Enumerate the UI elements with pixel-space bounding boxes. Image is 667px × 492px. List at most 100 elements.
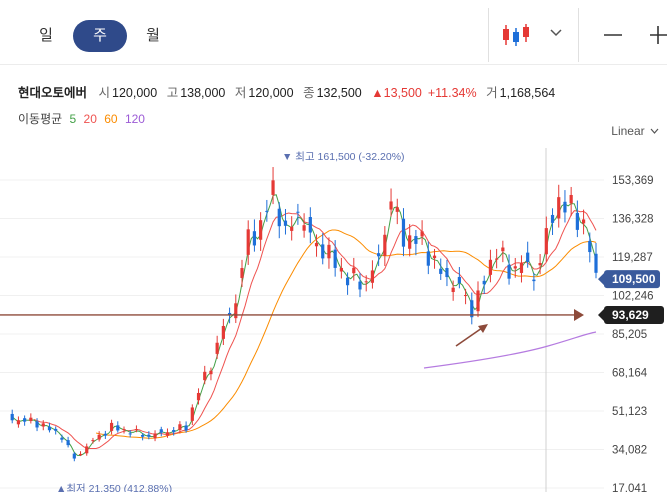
ma-20-label: 20 [83, 112, 97, 126]
ma-120-path [423, 331, 597, 369]
candle-body [147, 434, 151, 437]
candle-body [302, 225, 306, 231]
candle-body [221, 325, 225, 339]
candle-body [557, 197, 561, 219]
minimize-button[interactable] [602, 24, 624, 46]
candle-body [488, 259, 493, 275]
candle-body [116, 425, 120, 431]
candle-body [463, 295, 468, 297]
tab-week[interactable]: 주 [73, 20, 127, 52]
candle-body [78, 453, 83, 455]
candle-body [414, 236, 418, 244]
candle-body [29, 417, 33, 422]
candle-body [575, 212, 579, 230]
current-price-value: 109,500 [612, 272, 656, 286]
ma-20-path [33, 210, 597, 449]
candle-body [16, 420, 21, 425]
close-label: 종 [303, 86, 315, 100]
candle-body [426, 251, 430, 266]
candle-body [283, 220, 288, 226]
change-percent: +11.34% [427, 86, 477, 100]
stock-name: 현대오토에버 [18, 86, 88, 100]
candle-body [91, 440, 95, 442]
candle-body [588, 240, 592, 253]
candle-body [519, 263, 524, 273]
y-tick-label: 102,246 [612, 291, 654, 303]
add-button[interactable] [648, 24, 667, 46]
horizontal-line-handle [574, 308, 584, 321]
annotation-arrow[interactable] [455, 324, 488, 347]
candle-body [538, 263, 542, 266]
candle-body [401, 218, 406, 247]
low-annotation: ▲최저 21,350 (412.88%) [56, 483, 172, 492]
header-separator [0, 64, 667, 65]
candle-body [501, 247, 505, 252]
ma-120-line [423, 331, 597, 369]
scale-mode-button[interactable]: Linear [611, 124, 659, 138]
candle-body [259, 220, 263, 240]
candle-body [246, 229, 250, 255]
candle-body [10, 413, 14, 421]
ma-legend-label: 이동평균 [18, 112, 63, 126]
high-label: 고 [166, 86, 179, 100]
candle-body [60, 437, 64, 440]
candle-body [507, 264, 511, 279]
candle-body [389, 201, 393, 210]
tab-day[interactable]: 일 [39, 27, 53, 44]
candle-body [265, 210, 269, 212]
price-info-row: 현대오토에버 시 120,000 고 138,000 저 120,000 종 132,5… [18, 82, 561, 101]
candle-body [178, 424, 182, 430]
chart-grid [0, 179, 604, 489]
y-tick-label: 119,287 [612, 252, 653, 264]
candle-body [54, 428, 58, 431]
candle-body [153, 433, 157, 439]
toolbar-divider-2 [578, 8, 579, 62]
change-value: ▲13,500 [371, 86, 422, 100]
candle-body [240, 268, 244, 278]
candle-body [532, 279, 536, 282]
chart-type-dropdown[interactable] [548, 26, 564, 40]
plus-icon [650, 26, 667, 44]
candle-body [333, 249, 337, 268]
ma-60-path [95, 229, 597, 439]
candlestick-icon [503, 24, 529, 46]
high-value: 138,000 [180, 86, 226, 100]
candle-body [377, 253, 381, 257]
candlestick-series [10, 167, 598, 462]
candle-body [134, 429, 139, 431]
candle-body [23, 418, 27, 422]
price-chart[interactable]: ▼ 최고 161,500 (-32.20%) ▲최저 21,350 (412.8… [0, 140, 667, 492]
y-tick-label: 85,205 [612, 329, 647, 341]
candle-body [277, 208, 281, 227]
candle-body [408, 235, 412, 249]
y-axis: 153,369 136,328 119,287 102,246 85,205 68,164… [612, 175, 654, 492]
volume-label: 거 [486, 86, 498, 100]
candle-body [550, 214, 555, 223]
candle-body [141, 434, 145, 437]
candle-body [420, 231, 424, 237]
candle-body [308, 217, 312, 233]
candle-body [352, 267, 356, 274]
candle-body [569, 194, 573, 204]
candle-body [476, 290, 480, 312]
candle-body [395, 207, 399, 212]
horizontal-line-badge-bg [604, 305, 664, 324]
horizontal-line-badge-pointer [598, 308, 604, 321]
candle-body [327, 244, 331, 259]
volume-value: 1,168,564 [499, 86, 556, 100]
tab-month[interactable]: 월 [146, 27, 160, 44]
high-annotation: ▼ 최고 161,500 (-32.20%) [282, 151, 405, 163]
chart-type-button[interactable] [500, 22, 532, 48]
candle-body [47, 426, 52, 431]
y-tick-label: 136,328 [612, 214, 654, 226]
candle-body [321, 244, 325, 259]
close-value: 132,500 [316, 86, 362, 100]
horizontal-line-tool[interactable] [0, 308, 584, 321]
candle-body [482, 280, 486, 285]
y-tick-label: 51,123 [612, 406, 647, 418]
y-tick-label: 17,041 [612, 483, 647, 492]
y-tick-label: 153,369 [612, 175, 654, 187]
open-label: 시 [98, 86, 111, 100]
candle-body [364, 281, 368, 283]
candle-body [432, 255, 437, 259]
